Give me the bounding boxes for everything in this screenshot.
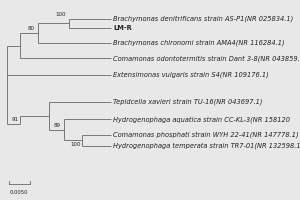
Text: Tepidcella xavieri strain TU-16(NR 043697.1): Tepidcella xavieri strain TU-16(NR 04369… [113,99,263,105]
Text: 89: 89 [54,123,61,128]
Text: 91: 91 [11,117,18,122]
Text: Hydrogenophaga temperata strain TR7-01(NR 132598.1): Hydrogenophaga temperata strain TR7-01(N… [113,142,300,149]
Text: Hydrogenophaga aquatica strain CC-KL-3(NR 158120: Hydrogenophaga aquatica strain CC-KL-3(N… [113,116,290,123]
Text: 100: 100 [56,12,66,17]
Text: 100: 100 [70,142,81,147]
Text: 80: 80 [28,26,35,31]
Text: 0.0050: 0.0050 [10,190,28,195]
Text: Comamonas odontotermitis strain Dant 3-8(NR 043859.1): Comamonas odontotermitis strain Dant 3-8… [113,55,300,62]
Text: Extensimonas vulgaris strain S4(NR 109176.1): Extensimonas vulgaris strain S4(NR 10917… [113,71,269,78]
Text: LM-R: LM-R [113,25,132,31]
Text: Brachymonas denitrificans strain AS-P1(NR 025834.1): Brachymonas denitrificans strain AS-P1(N… [113,15,294,22]
Text: Comamonas phosphati strain WYH 22-41(NR 147778.1): Comamonas phosphati strain WYH 22-41(NR … [113,131,299,138]
Text: Brachymonas chironomi strain AMA4(NR 116284.1): Brachymonas chironomi strain AMA4(NR 116… [113,40,285,46]
